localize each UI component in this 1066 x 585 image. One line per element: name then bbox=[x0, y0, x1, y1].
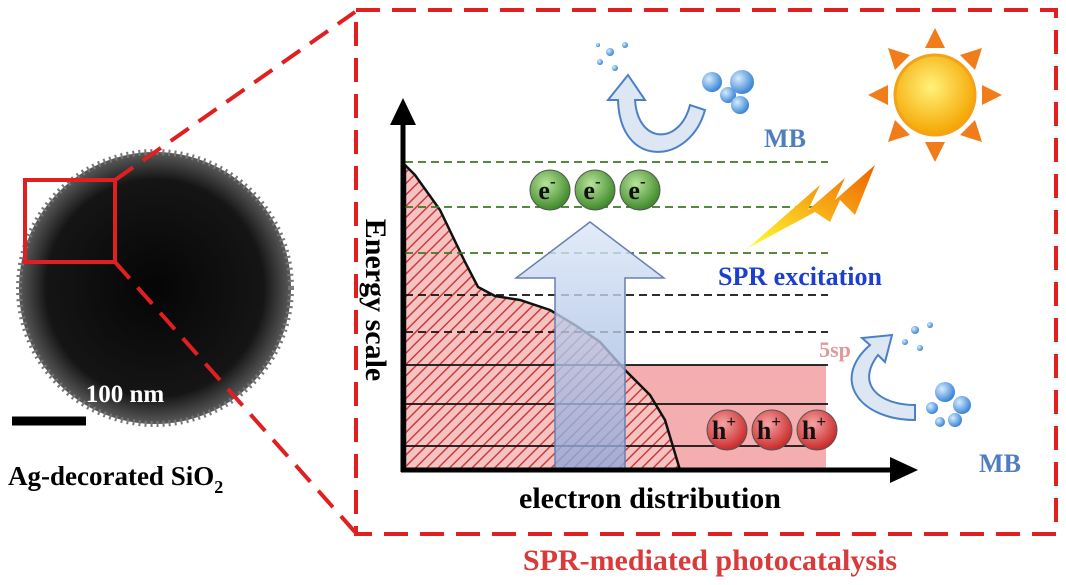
zoom-box bbox=[23, 178, 117, 264]
carrier-charge: - bbox=[595, 172, 601, 191]
electron-distribution bbox=[403, 161, 682, 472]
carrier-charge: - bbox=[640, 172, 646, 191]
electron bbox=[619, 169, 661, 211]
y-axis-label: Energy scale bbox=[359, 219, 392, 381]
x-axis-head bbox=[890, 457, 918, 483]
x-axis-label: electron distribution bbox=[519, 482, 781, 515]
carrier-charge: + bbox=[816, 412, 826, 431]
sample-label: Ag-decorated SiO2 bbox=[8, 461, 223, 497]
carrier-symbol: e bbox=[628, 176, 640, 205]
carrier-label: h+ bbox=[802, 412, 826, 445]
excitation-label: SPR excitation bbox=[718, 262, 882, 291]
carriers: e-e-e-h+ h+ h+ bbox=[529, 169, 838, 451]
sample-subscript: 2 bbox=[214, 477, 223, 497]
bubbles bbox=[596, 42, 971, 427]
hole bbox=[751, 409, 793, 451]
carrier-label: e- bbox=[628, 172, 646, 205]
carrier-label: h+ bbox=[757, 412, 781, 445]
carrier-label: e- bbox=[583, 172, 601, 205]
carrier-symbol: e bbox=[538, 176, 550, 205]
excitation-arrow bbox=[513, 221, 667, 471]
electron bbox=[574, 169, 616, 211]
carrier-label: h+ bbox=[712, 412, 736, 445]
carrier-symbol: h bbox=[712, 416, 727, 445]
carrier-symbol: h bbox=[802, 416, 817, 445]
y-axis-head bbox=[390, 98, 416, 125]
scale-label: 100 nm bbox=[86, 381, 165, 408]
sample-text: Ag-decorated SiO bbox=[8, 461, 214, 491]
sun-core bbox=[893, 53, 977, 137]
carrier-charge: + bbox=[771, 412, 781, 431]
hole bbox=[796, 409, 838, 451]
caption: SPR-mediated photocatalysis bbox=[523, 544, 897, 577]
lightning bbox=[748, 165, 875, 248]
carrier-symbol: e bbox=[583, 176, 595, 205]
carrier-charge: + bbox=[726, 412, 736, 431]
product-label: MB bbox=[764, 124, 806, 153]
zoom-line bbox=[113, 260, 357, 534]
zoom-line bbox=[113, 10, 357, 182]
reaction-arrow bbox=[605, 73, 707, 153]
electron bbox=[529, 169, 571, 211]
reaction-arrow bbox=[850, 333, 916, 422]
particle-edge bbox=[16, 149, 294, 427]
hole bbox=[706, 409, 748, 451]
band-label: 5sp bbox=[819, 337, 851, 362]
carrier-label: e- bbox=[538, 172, 556, 205]
sun bbox=[868, 28, 1002, 162]
carrier-symbol: h bbox=[757, 416, 772, 445]
carrier-charge: - bbox=[550, 172, 556, 191]
particle bbox=[19, 152, 291, 424]
product-label: MB bbox=[979, 449, 1021, 478]
